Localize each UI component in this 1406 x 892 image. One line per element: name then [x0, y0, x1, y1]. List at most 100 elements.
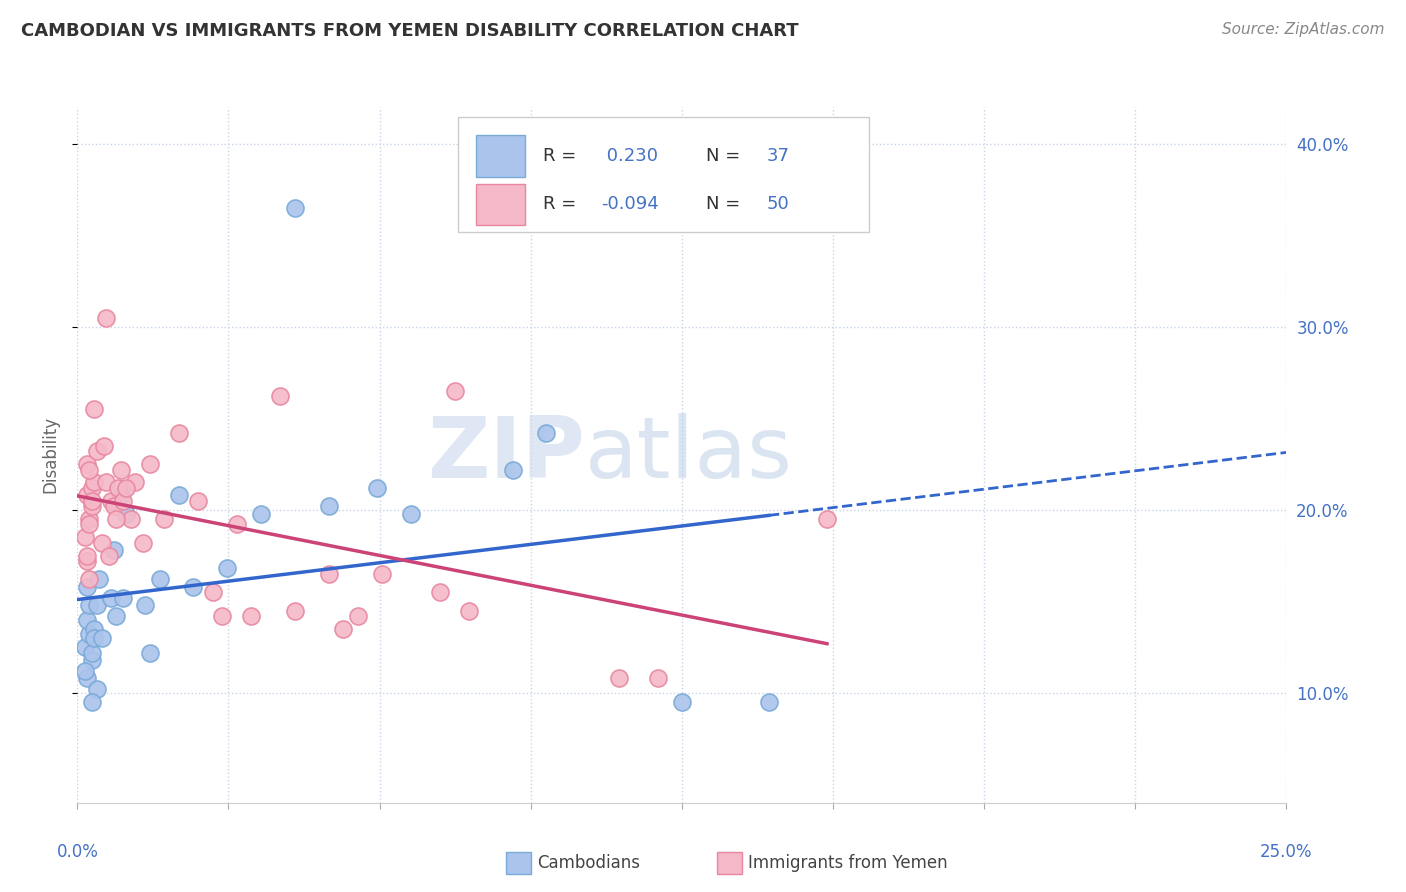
Point: [134, 598, 156, 612]
Point: [83, 475, 105, 490]
Point: [371, 566, 394, 581]
Point: [79, 573, 101, 587]
Point: [124, 475, 146, 490]
Point: [671, 695, 693, 709]
Point: [79, 517, 101, 532]
Point: [211, 609, 233, 624]
Point: [79, 462, 101, 476]
Y-axis label: Disability: Disability: [41, 417, 59, 493]
Point: [153, 512, 176, 526]
Point: [80, 653, 103, 667]
Point: [366, 481, 388, 495]
Point: [87, 573, 110, 587]
Point: [250, 507, 273, 521]
Point: [217, 561, 239, 575]
Point: [80, 646, 103, 660]
Point: [73, 640, 96, 655]
Point: [103, 543, 125, 558]
Point: [76, 580, 98, 594]
Text: R =: R =: [543, 147, 582, 165]
Point: [458, 603, 481, 617]
Point: [76, 488, 98, 502]
Point: [93, 439, 115, 453]
Point: [131, 536, 153, 550]
Point: [347, 609, 370, 624]
Text: Cambodians: Cambodians: [537, 855, 640, 872]
Point: [332, 622, 354, 636]
Point: [139, 457, 162, 471]
Point: [105, 512, 128, 526]
Text: -0.094: -0.094: [600, 195, 658, 213]
Point: [240, 609, 263, 624]
Point: [114, 507, 136, 521]
Point: [226, 517, 249, 532]
Point: [107, 481, 129, 495]
Text: atlas: atlas: [585, 413, 793, 497]
Point: [96, 310, 118, 325]
Point: [167, 425, 190, 440]
Point: [536, 425, 558, 440]
Point: [86, 682, 108, 697]
Point: [79, 512, 101, 526]
Point: [80, 695, 103, 709]
Point: [284, 201, 307, 215]
Text: N =: N =: [706, 195, 747, 213]
Point: [80, 481, 103, 495]
Point: [112, 591, 135, 605]
Point: [284, 603, 307, 617]
Point: [167, 488, 190, 502]
Point: [76, 613, 98, 627]
Point: [502, 462, 524, 476]
Point: [443, 384, 465, 398]
Point: [187, 493, 209, 508]
Point: [148, 573, 170, 587]
Point: [86, 598, 108, 612]
Point: [647, 671, 669, 685]
Text: ZIP: ZIP: [427, 413, 585, 497]
Point: [83, 622, 105, 636]
Point: [96, 475, 118, 490]
Point: [114, 481, 136, 495]
Text: R =: R =: [543, 195, 582, 213]
Point: [97, 549, 120, 563]
Text: 25.0%: 25.0%: [1260, 843, 1313, 861]
Text: CAMBODIAN VS IMMIGRANTS FROM YEMEN DISABILITY CORRELATION CHART: CAMBODIAN VS IMMIGRANTS FROM YEMEN DISAB…: [21, 22, 799, 40]
Point: [83, 631, 105, 645]
Text: 37: 37: [766, 147, 790, 165]
Point: [105, 609, 128, 624]
Point: [269, 389, 291, 403]
Point: [139, 646, 162, 660]
Point: [73, 664, 96, 678]
Point: [815, 512, 838, 526]
Text: 50: 50: [766, 195, 789, 213]
Text: 0.230: 0.230: [600, 147, 658, 165]
Text: 0.0%: 0.0%: [56, 843, 98, 861]
Point: [758, 695, 780, 709]
Point: [399, 507, 422, 521]
Point: [90, 536, 112, 550]
Point: [100, 493, 122, 508]
Point: [90, 631, 112, 645]
Point: [83, 402, 105, 417]
Point: [183, 580, 205, 594]
Point: [110, 488, 132, 502]
Point: [100, 591, 122, 605]
Point: [76, 549, 98, 563]
Text: N =: N =: [706, 147, 747, 165]
Point: [201, 585, 224, 599]
Point: [80, 493, 103, 508]
Bar: [477, 135, 524, 177]
FancyBboxPatch shape: [458, 118, 869, 232]
Text: Immigrants from Yemen: Immigrants from Yemen: [748, 855, 948, 872]
Point: [73, 530, 96, 544]
Point: [76, 671, 98, 685]
Point: [80, 499, 103, 513]
Text: Source: ZipAtlas.com: Source: ZipAtlas.com: [1222, 22, 1385, 37]
Point: [120, 512, 142, 526]
Point: [79, 598, 101, 612]
Point: [76, 457, 98, 471]
Point: [318, 566, 340, 581]
Point: [429, 585, 451, 599]
Point: [76, 554, 98, 568]
Point: [79, 627, 101, 641]
